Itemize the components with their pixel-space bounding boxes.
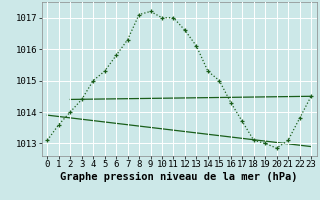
X-axis label: Graphe pression niveau de la mer (hPa): Graphe pression niveau de la mer (hPa) (60, 172, 298, 182)
